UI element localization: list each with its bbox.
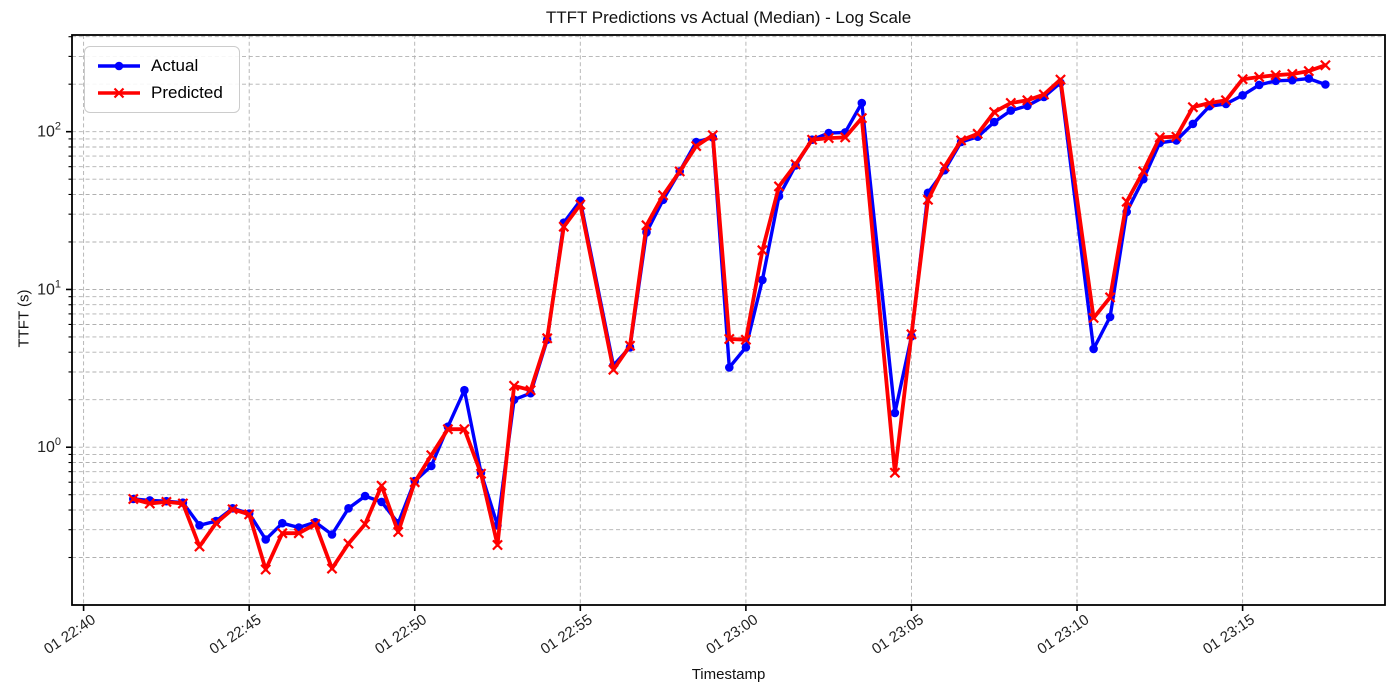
- x-tick-label: 01 22:40: [41, 611, 99, 658]
- predicted-markers: [127, 59, 1331, 575]
- x-tick-label: 01 22:55: [538, 611, 596, 658]
- actual-line-swatch: [98, 61, 140, 71]
- x-tick-label: 01 23:10: [1034, 611, 1092, 658]
- y-tick-label: 102: [37, 121, 61, 141]
- predicted-line: [131, 63, 1328, 572]
- legend: Actual Predicted: [84, 46, 240, 113]
- legend-item-actual: Actual: [97, 56, 223, 76]
- x-tick-label: 01 22:45: [207, 611, 265, 658]
- legend-label-actual: Actual: [151, 56, 199, 75]
- predicted-line-swatch: [98, 87, 140, 99]
- x-tick-label: 01 22:50: [372, 611, 430, 658]
- x-tick-label: 01 23:05: [869, 611, 927, 658]
- actual-line: [131, 76, 1328, 542]
- series-actual: [129, 74, 1330, 544]
- actual-markers: [129, 74, 1330, 544]
- chart-title: TTFT Predictions vs Actual (Median) - Lo…: [545, 8, 912, 27]
- series-predicted: [127, 59, 1331, 575]
- y-tick-label: 101: [37, 278, 61, 298]
- legend-item-predicted: Predicted: [97, 83, 223, 103]
- grid: [72, 35, 1385, 605]
- x-tick-label: 01 23:00: [703, 611, 761, 658]
- y-tick-label: 100: [37, 436, 61, 456]
- x-tick-label: 01 23:15: [1200, 611, 1258, 658]
- y-axis-label: TTFT (s): [15, 289, 33, 348]
- legend-label-predicted: Predicted: [151, 83, 223, 102]
- x-axis-label: Timestamp: [691, 666, 766, 683]
